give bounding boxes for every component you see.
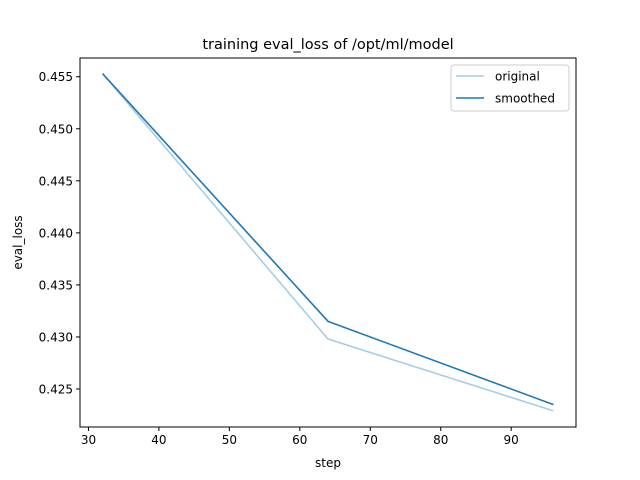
y-tick-label: 0.450 [39,122,73,136]
x-tick-label: 70 [363,433,378,447]
legend-label-original: original [495,70,540,84]
x-tick-label: 60 [292,433,307,447]
x-tick-label: 40 [151,433,166,447]
y-tick-label: 0.425 [39,383,73,397]
series-line-smoothed [101,73,554,406]
y-axis-label: eval_loss [11,215,25,269]
y-axis-ticks: 0.425 0.430 0.435 0.440 0.445 0.450 0.455 [39,70,80,397]
x-tick-label: 90 [504,433,519,447]
chart-title: training eval_loss of /opt/ml/model [202,37,453,53]
legend-label-smoothed: smoothed [495,92,555,106]
x-axis-ticks: 30 40 50 60 70 80 90 [81,427,519,447]
series-layer [101,73,554,412]
y-tick-label: 0.440 [39,226,73,240]
legend-items: original smoothed [456,70,555,106]
axes-frame [79,57,577,428]
plot-area: 30 40 50 60 70 80 90 0.425 0.430 0.435 0.440 0.445… [39,57,577,447]
y-tick-label: 0.455 [39,70,73,84]
x-tick-label: 30 [81,433,96,447]
y-tick-label: 0.435 [39,278,73,292]
y-tick-label: 0.430 [39,330,73,344]
x-axis-label: step [315,456,341,470]
x-tick-label: 50 [222,433,237,447]
legend: original smoothed [450,64,570,112]
x-tick-label: 80 [433,433,448,447]
y-tick-label: 0.445 [39,174,73,188]
series-line-original [101,73,554,412]
